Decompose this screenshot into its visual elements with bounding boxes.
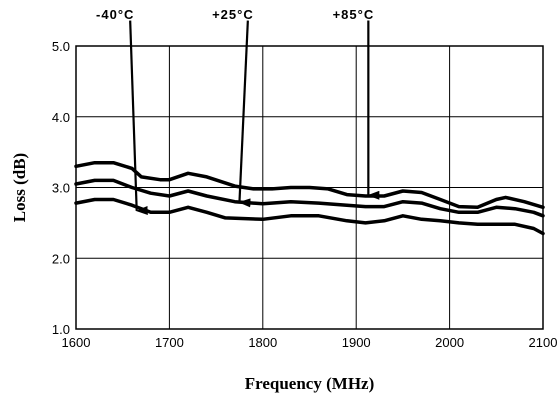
annotation-label: +25°C — [212, 7, 254, 22]
annotation-label: +85°C — [333, 7, 375, 22]
x-tick-label: 2000 — [435, 335, 464, 350]
x-tick-label: 1600 — [62, 335, 91, 350]
y-tick-label: 5.0 — [52, 39, 70, 54]
series-lines — [74, 160, 545, 236]
x-tick-label: 1900 — [342, 335, 371, 350]
y-tick-label: 2.0 — [52, 251, 70, 266]
y-axis-title: Loss (dB) — [10, 153, 29, 222]
annotations: -40°C +25°C +85°C — [96, 7, 380, 215]
series-line-2 — [74, 197, 545, 236]
plot-area-frame — [75, 45, 544, 330]
y-tick-label: 4.0 — [52, 110, 70, 125]
tick-labels: 1600 1700 1800 1900 2000 2100 1.0 2.0 3.0 4.0 5.0 — [52, 39, 558, 350]
x-tick-label: 1700 — [155, 335, 184, 350]
annotation-arrow — [129, 20, 148, 215]
x-tick-label: 2100 — [529, 335, 558, 350]
y-tick-label: 1.0 — [52, 322, 70, 337]
x-tick-label: 1800 — [248, 335, 277, 350]
y-tick-label: 3.0 — [52, 181, 70, 196]
series-line-0 — [74, 160, 545, 210]
x-axis-title: Frequency (MHz) — [245, 374, 375, 393]
annotation-label: -40°C — [96, 7, 134, 22]
annotation-arrow — [238, 20, 251, 208]
series-line-1 — [74, 178, 545, 218]
